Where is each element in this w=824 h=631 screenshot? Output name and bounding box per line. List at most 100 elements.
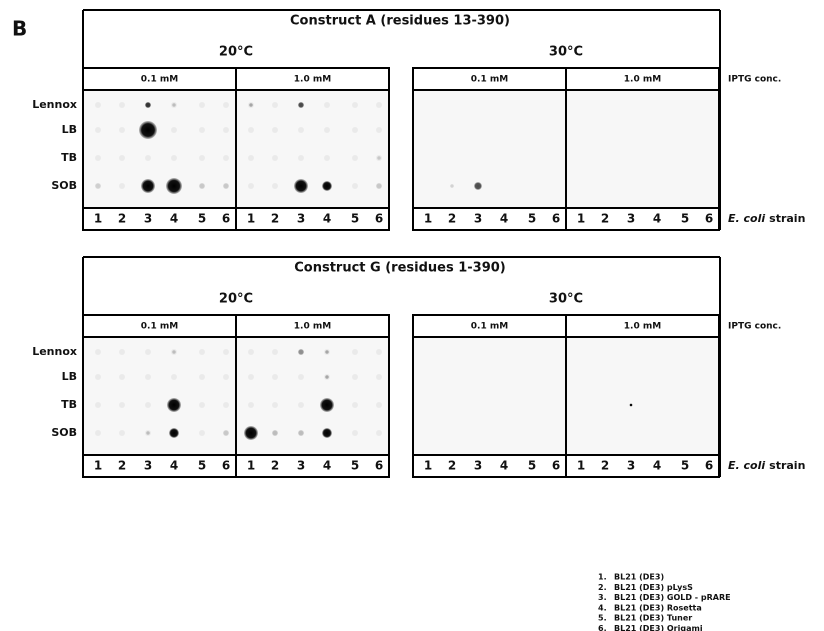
legend-name: BL21 (DE3) <box>614 573 664 582</box>
medium-label: LB <box>62 123 77 136</box>
strain-number: 3 <box>627 459 635 473</box>
legend-number: 2. <box>598 583 607 592</box>
faint-spot <box>199 349 205 355</box>
blot-dot <box>325 350 329 354</box>
faint-spot <box>352 430 358 436</box>
faint-spot <box>376 374 382 380</box>
blot-dot <box>166 178 182 194</box>
faint-spot <box>298 155 304 161</box>
faint-spot <box>95 155 101 161</box>
strain-number: 3 <box>297 212 305 226</box>
faint-spot <box>272 155 278 161</box>
strain-number: 5 <box>681 459 689 473</box>
faint-spot <box>119 183 125 189</box>
strain-number: 2 <box>118 212 126 226</box>
blot-panel <box>84 338 235 454</box>
faint-spot <box>119 402 125 408</box>
legend-name: BL21 (DE3) pLysS <box>614 583 693 592</box>
faint-spot <box>352 183 358 189</box>
species: E. coli <box>728 212 765 225</box>
strain-number: 3 <box>144 459 152 473</box>
blot-dot <box>376 183 382 189</box>
faint-spot <box>223 102 229 108</box>
strain-number: 5 <box>198 212 206 226</box>
strain-number: 6 <box>222 459 230 473</box>
faint-spot <box>248 402 254 408</box>
blot-dot <box>320 398 334 412</box>
iptg-label: 1.0 mM <box>624 322 661 332</box>
medium-label: SOB <box>51 426 77 439</box>
strain-number: 5 <box>528 459 536 473</box>
faint-spot <box>145 374 151 380</box>
strain-number: 5 <box>351 212 359 226</box>
faint-spot <box>272 374 278 380</box>
iptg-title: IPTG conc. <box>728 322 781 332</box>
strain-axis-label: E. coli strain <box>728 212 805 225</box>
blot-dot <box>298 102 304 108</box>
faint-spot <box>199 127 205 133</box>
faint-spot <box>248 183 254 189</box>
blot-dot <box>172 103 176 107</box>
blot-panel <box>567 338 718 454</box>
blot-dot <box>223 430 229 436</box>
temperature-label: 20°C <box>219 292 253 307</box>
strain-number: 3 <box>474 212 482 226</box>
blot-panel <box>567 91 718 207</box>
faint-spot <box>171 155 177 161</box>
faint-spot <box>223 374 229 380</box>
faint-spot <box>352 102 358 108</box>
medium-label: TB <box>61 151 77 164</box>
faint-spot <box>376 102 382 108</box>
strain-number: 4 <box>170 212 178 226</box>
strain-word: strain <box>769 459 805 472</box>
faint-spot <box>352 127 358 133</box>
faint-spot <box>376 402 382 408</box>
iptg-label: 1.0 mM <box>624 75 661 85</box>
legend-name: BL21 (DE3) GOLD - pRARE <box>614 593 731 602</box>
iptg-title: IPTG conc. <box>728 75 781 85</box>
blot-dot <box>294 179 308 193</box>
strain-number: 3 <box>297 459 305 473</box>
faint-spot <box>95 102 101 108</box>
blot-dot <box>145 102 151 108</box>
faint-spot <box>95 374 101 380</box>
faint-spot <box>171 374 177 380</box>
strain-number: 2 <box>601 459 609 473</box>
blot-dot <box>298 430 304 436</box>
strain-number: 1 <box>577 212 585 226</box>
blot-dot <box>146 431 150 435</box>
blot-dot <box>325 375 329 379</box>
faint-spot <box>223 155 229 161</box>
strain-number: 2 <box>271 212 279 226</box>
strain-number: 1 <box>247 459 255 473</box>
faint-spot <box>95 127 101 133</box>
blot-dot <box>272 430 278 436</box>
faint-spot <box>119 349 125 355</box>
strain-number: 4 <box>170 459 178 473</box>
blot-panel <box>414 338 565 454</box>
temperature-label: 20°C <box>219 45 253 60</box>
faint-spot <box>324 102 330 108</box>
species: E. coli <box>728 459 765 472</box>
faint-spot <box>145 155 151 161</box>
faint-spot <box>223 349 229 355</box>
legend-number: 3. <box>598 593 607 602</box>
faint-spot <box>352 155 358 161</box>
strain-number: 6 <box>705 212 713 226</box>
blot-dot <box>167 398 181 412</box>
strain-number: 6 <box>222 212 230 226</box>
faint-spot <box>95 402 101 408</box>
construct-title: Construct A (residues 13-390) <box>290 14 510 29</box>
panel-label: B <box>12 17 27 41</box>
blot-dot <box>223 183 229 189</box>
faint-spot <box>199 374 205 380</box>
faint-spot <box>119 374 125 380</box>
strain-number: 4 <box>323 212 331 226</box>
strain-number: 1 <box>424 212 432 226</box>
strain-number: 5 <box>681 212 689 226</box>
legend-number: 6. <box>598 624 607 631</box>
strain-number: 4 <box>653 459 661 473</box>
strain-number: 4 <box>500 459 508 473</box>
faint-spot <box>298 402 304 408</box>
